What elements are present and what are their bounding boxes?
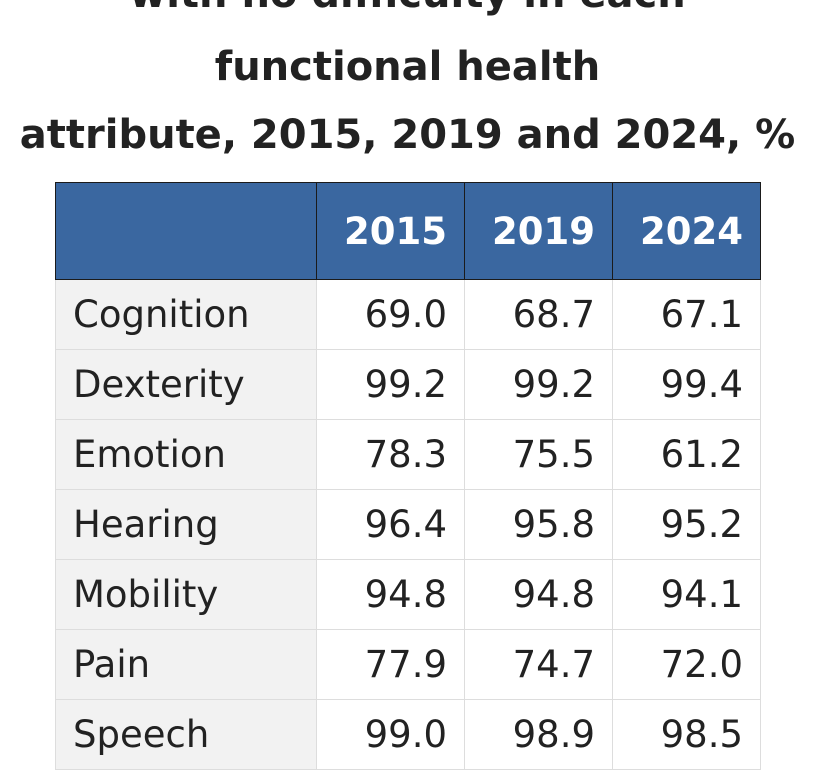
value-cell: 74.7 <box>465 630 613 700</box>
row-label: Mobility <box>55 560 317 630</box>
table-row: Hearing 96.4 95.8 95.2 <box>55 490 761 560</box>
header-cell <box>55 182 317 280</box>
value-cell: 67.1 <box>613 280 761 350</box>
value-cell: 94.8 <box>317 560 465 630</box>
row-label: Dexterity <box>55 350 317 420</box>
value-cell: 95.8 <box>465 490 613 560</box>
table-row: Cognition 69.0 68.7 67.1 <box>55 280 761 350</box>
row-label: Speech <box>55 700 317 770</box>
header-cell: 2024 <box>613 182 761 280</box>
title-line: with no difficulty in each <box>0 0 815 18</box>
value-cell: 99.2 <box>465 350 613 420</box>
value-cell: 99.0 <box>317 700 465 770</box>
table-row: Emotion 78.3 75.5 61.2 <box>55 420 761 490</box>
value-cell: 94.8 <box>465 560 613 630</box>
table-row: Pain 77.9 74.7 72.0 <box>55 630 761 700</box>
header-cell: 2015 <box>317 182 465 280</box>
title-line: attribute, 2015, 2019 and 2024, % <box>19 112 796 158</box>
table-row: Mobility 94.8 94.8 94.1 <box>55 560 761 630</box>
row-label: Cognition <box>55 280 317 350</box>
value-cell: 78.3 <box>317 420 465 490</box>
value-cell: 77.9 <box>317 630 465 700</box>
value-cell: 96.4 <box>317 490 465 560</box>
value-cell: 61.2 <box>613 420 761 490</box>
table: 2015 2019 2024 Cognition 69.0 68.7 67.1 Dexteri… <box>55 182 761 770</box>
row-label: Pain <box>55 630 317 700</box>
value-cell: 95.2 <box>613 490 761 560</box>
value-cell: 72.0 <box>613 630 761 700</box>
row-label: Emotion <box>55 420 317 490</box>
value-cell: 68.7 <box>465 280 613 350</box>
value-cell: 98.9 <box>465 700 613 770</box>
value-cell: 98.5 <box>613 700 761 770</box>
value-cell: 99.4 <box>613 350 761 420</box>
row-label: Hearing <box>55 490 317 560</box>
table-row: Dexterity 99.2 99.2 99.4 <box>55 350 761 420</box>
title-line: functional health <box>214 44 601 90</box>
header-cell: 2019 <box>465 182 613 280</box>
value-cell: 75.5 <box>465 420 613 490</box>
value-cell: 99.2 <box>317 350 465 420</box>
header-row: 2015 2019 2024 <box>55 182 761 280</box>
value-cell: 94.1 <box>613 560 761 630</box>
value-cell: 69.0 <box>317 280 465 350</box>
table-row: Speech 99.0 98.9 98.5 <box>55 700 761 770</box>
